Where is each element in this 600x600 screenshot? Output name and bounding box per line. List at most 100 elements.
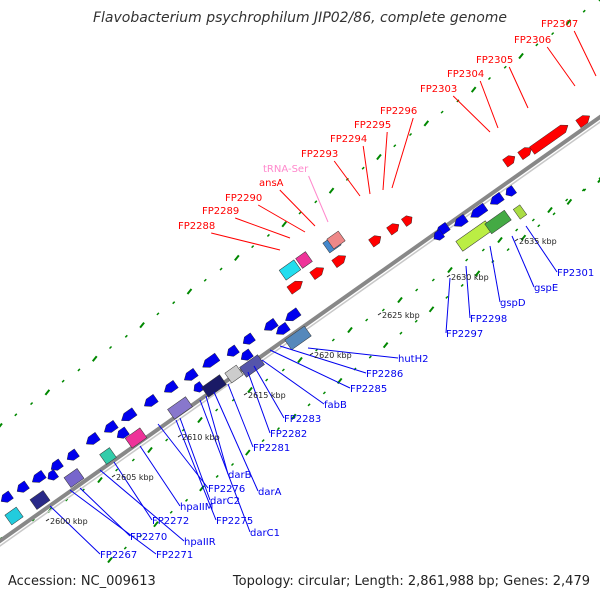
feature-box-cyan-shape bbox=[4, 506, 24, 526]
tick-dot bbox=[139, 321, 145, 329]
tick-dot bbox=[61, 379, 65, 383]
tick-dot bbox=[219, 267, 223, 271]
gene-features bbox=[0, 115, 590, 526]
leader-line bbox=[213, 391, 259, 492]
label-fp2282: FP2282 bbox=[270, 429, 307, 440]
reverse-gene-arrow bbox=[285, 307, 302, 322]
tick-dot bbox=[583, 188, 587, 192]
tick-dot bbox=[520, 234, 527, 241]
label-fp2272: FP2272 bbox=[152, 516, 189, 527]
kbp-tick-mark bbox=[243, 392, 248, 396]
feature-box-magenta bbox=[124, 427, 148, 449]
reverse-gene-arrow-shape bbox=[242, 332, 256, 345]
kbp-tick-label: 2605 kbp bbox=[116, 473, 154, 482]
reverse-gene-arrow-shape bbox=[116, 426, 130, 439]
tick-dot bbox=[376, 153, 382, 161]
tick-dot bbox=[131, 458, 135, 462]
label-fp2297: FP2297 bbox=[446, 329, 483, 340]
feature-box-green-shape bbox=[484, 209, 512, 235]
feature-box-lime bbox=[512, 204, 528, 220]
tick-dot bbox=[215, 408, 219, 412]
tick-dot bbox=[331, 338, 335, 342]
reverse-gene-arrow bbox=[86, 432, 101, 445]
genome-summary: Topology: circular; Length: 2,861,988 bp… bbox=[232, 574, 590, 589]
tick-dot bbox=[307, 403, 311, 407]
feature-box-steel bbox=[284, 325, 312, 351]
reverse-gene-arrow bbox=[116, 426, 130, 439]
label-leaders bbox=[49, 30, 597, 555]
label-fp2270: FP2270 bbox=[130, 532, 167, 543]
forward-gene-arrow bbox=[575, 115, 590, 128]
tick-dot bbox=[281, 221, 287, 228]
tick-dot bbox=[185, 498, 189, 502]
tick-dot bbox=[261, 439, 265, 443]
feature-box-navy bbox=[201, 374, 227, 398]
inner-dot-track-upper bbox=[0, 178, 600, 542]
label-fp2281: FP2281 bbox=[253, 443, 290, 454]
leader-line bbox=[157, 423, 209, 489]
leader-line bbox=[489, 245, 501, 303]
feature-box-grey bbox=[224, 364, 244, 384]
tick-dot bbox=[153, 521, 159, 528]
feature-box-magenta bbox=[295, 251, 313, 269]
tick-dot bbox=[551, 32, 555, 36]
tick-dot bbox=[44, 389, 51, 396]
reverse-gene-arrow-shape bbox=[490, 192, 505, 205]
tick-dot bbox=[77, 368, 81, 372]
tick-dot bbox=[139, 534, 143, 538]
reverse-gene-arrow bbox=[144, 394, 159, 407]
tick-dot bbox=[115, 468, 119, 472]
reverse-gene-arrow-shape bbox=[285, 307, 302, 322]
forward-gene-arrow bbox=[309, 267, 324, 280]
tick-dot bbox=[506, 248, 510, 252]
tick-dot bbox=[245, 449, 251, 456]
reverse-gene-arrow bbox=[226, 344, 240, 357]
tick-dot bbox=[597, 178, 600, 184]
tick-dot bbox=[368, 355, 372, 359]
label-fp2305: FP2305 bbox=[476, 55, 513, 66]
label-fp2301: FP2301 bbox=[557, 268, 594, 279]
forward-gene-arrow bbox=[286, 280, 303, 295]
reverse-gene-arrow-shape bbox=[121, 407, 138, 422]
kbp-tick-label: 2615 kbp bbox=[248, 391, 286, 400]
reverse-gene-arrow bbox=[264, 318, 279, 331]
tick-dot bbox=[470, 86, 477, 93]
tick-dot bbox=[598, 176, 600, 180]
leader-line bbox=[508, 66, 529, 109]
feature-box-slate-shape bbox=[239, 354, 265, 378]
reverse-gene-arrow bbox=[470, 202, 489, 218]
tick-dot bbox=[460, 283, 464, 287]
forward-gene-arrow-shape bbox=[575, 115, 590, 128]
leader-line bbox=[49, 505, 101, 555]
tick-dots bbox=[0, 0, 600, 564]
tick-dot bbox=[234, 254, 240, 261]
tick-dot bbox=[251, 245, 255, 249]
label-ansa: ansA bbox=[259, 178, 284, 189]
tick-dot bbox=[97, 476, 103, 484]
tick-dot bbox=[197, 416, 203, 424]
leader-line bbox=[573, 30, 597, 77]
tick-dot bbox=[399, 331, 403, 335]
label-darb: darB bbox=[228, 470, 252, 481]
tick-dot bbox=[276, 427, 280, 431]
feature-box-cyan-shape bbox=[278, 259, 302, 281]
feature-box-green bbox=[484, 209, 512, 235]
tick-dot bbox=[215, 474, 219, 478]
feature-box-lavender-shape bbox=[167, 396, 193, 420]
label-gspe: gspE bbox=[534, 283, 558, 294]
feature-box-navy-shape bbox=[201, 374, 227, 398]
forward-gene-arrow-shape bbox=[386, 223, 400, 236]
leader-line bbox=[546, 46, 576, 87]
tick-dot bbox=[230, 462, 235, 467]
forward-gene-arrow-shape bbox=[286, 280, 303, 295]
leader-line bbox=[205, 395, 229, 475]
tick-dot bbox=[598, 0, 600, 2]
label-fp2303: FP2303 bbox=[420, 84, 457, 95]
reverse-gene-arrow-shape bbox=[184, 368, 199, 381]
forward-gene-arrow bbox=[386, 223, 400, 236]
reverse-gene-arrow bbox=[240, 348, 254, 361]
leader-line bbox=[333, 160, 361, 197]
label-fp2285: FP2285 bbox=[350, 384, 387, 395]
forward-gene-arrow-shape bbox=[502, 155, 516, 168]
